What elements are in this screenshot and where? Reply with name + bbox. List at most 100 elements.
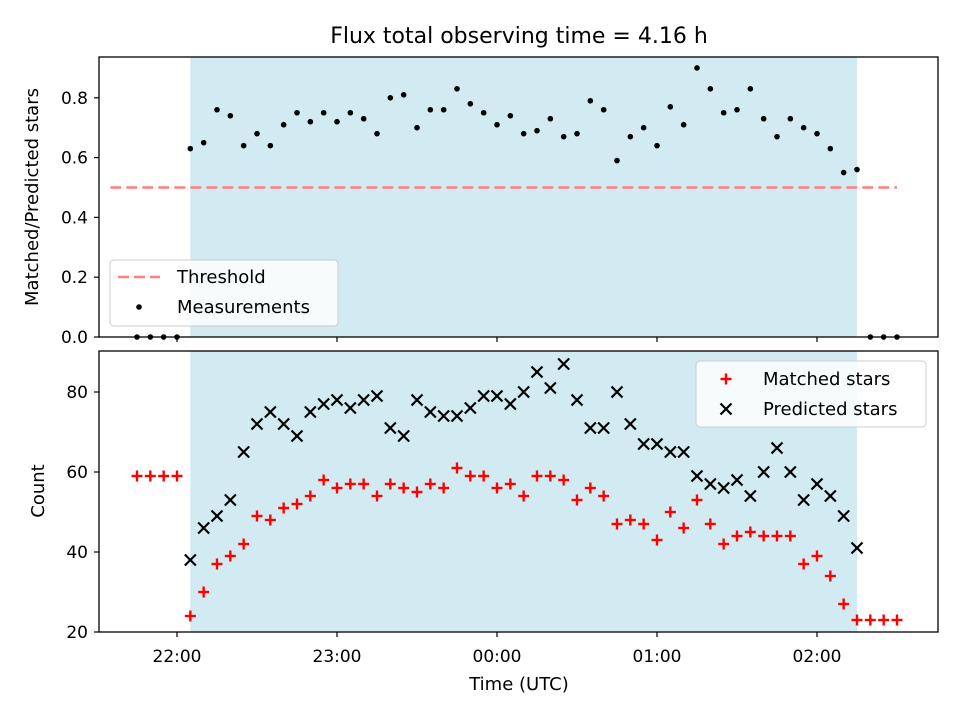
top-y-tick-label: 0.6 [61,149,88,169]
matched-star-point [464,470,476,482]
matched-star-point [611,518,623,530]
top-x-ticks [176,337,818,342]
measurement-point [507,112,514,119]
matched-star-point [478,470,490,482]
matched-star-point [811,550,823,562]
measurement-point [800,124,807,131]
legend-plus-marker [720,373,732,385]
bottom-plot-frame [98,350,939,633]
matched-star-point [224,550,236,562]
matched-star-point [438,482,450,494]
matched-star-point [131,470,143,482]
measurement-point [280,121,287,128]
top-measurement-points [134,65,900,340]
matched-star-point [411,486,423,498]
top-y-label: Matched/Predicted stars [22,88,43,306]
measurement-point [240,142,247,149]
measurement-point [294,109,300,116]
bottom-x-tick-label: 02:00 [793,647,842,667]
predicted-star-point [330,393,344,407]
predicted-star-point [797,493,810,507]
predicted-star-point [850,541,864,555]
matched-star-point [424,478,436,490]
matched-star-point [531,470,543,482]
top-panel: 0.00.20.40.60.8 Matched/Predicted stars … [22,56,939,348]
matched-star-point [638,518,650,530]
bottom-x-label: Time (UTC) [468,674,569,695]
measurement-point [694,65,700,71]
matched-star-point [838,598,850,610]
bottom-y-ticks: 20 40 60 80 [66,383,99,643]
measurement-point [200,139,207,146]
bottom-y-tick-label: 40 [66,543,88,563]
matched-star-point [891,614,903,626]
predicted-star-point [264,405,277,419]
measurement-point [254,130,260,137]
top-legend-measurements-label: Measurements [177,297,310,318]
matched-star-point [878,614,890,626]
predicted-star-point [317,397,330,411]
predicted-star-point [677,445,690,459]
matched-star-point [238,538,250,550]
measurement-point [480,109,487,116]
matched-star-point [451,462,463,474]
bottom-legend-predicted-label: Predicted stars [763,399,897,420]
matched-star-point [251,510,263,522]
bottom-y-label: Count [28,464,49,517]
predicted-star-point [184,553,197,567]
predicted-star-point [597,421,610,435]
matched-star-point [384,478,396,490]
predicted-star-point [477,389,490,403]
matched-star-point [678,522,690,534]
measurement-point [627,133,634,140]
measurement-point [334,118,340,125]
measurement-point [707,86,714,92]
measurement-point [574,130,580,137]
predicted-star-point [250,417,264,431]
predicted-star-point [517,385,530,399]
measurement-point [787,115,794,122]
measurement-point [414,124,420,131]
predicted-star-point [224,493,237,507]
matched-star-point [518,490,530,502]
top-y-tick-label: 0.4 [61,208,88,228]
top-legend-box [109,259,339,327]
measurement-point [720,109,727,116]
matched-star-point [704,518,716,530]
matched-star-point [584,482,596,494]
top-legend: Threshold Measurements [109,259,339,327]
matched-star-point [744,526,756,538]
predicted-star-point [610,385,624,399]
measurement-point [360,115,367,122]
measurement-point [827,145,834,152]
measurement-point [454,86,460,92]
matched-star-point [198,586,210,598]
measurement-point [840,169,847,176]
measurement-point [387,95,394,101]
predicted-star-point [370,389,384,403]
top-legend-threshold-label: Threshold [176,267,266,288]
predicted-star-point [704,477,717,491]
top-y-tick-label: 0.0 [61,328,88,348]
matched-star-point [344,478,356,490]
matched-star-point [398,482,410,494]
measurement-point [467,100,474,107]
bottom-y-tick-label: 20 [66,623,88,643]
measurement-point [347,109,354,116]
predicted-star-point [757,465,770,479]
measurement-point [734,106,740,113]
predicted-star-point [637,437,650,451]
measurement-point [267,142,274,149]
predicted-star-point [210,509,224,523]
predicted-star-point [424,405,437,419]
matched-star-point [171,470,183,482]
matched-star-point [798,558,810,570]
bottom-x-tick-label: 23:00 [313,647,362,667]
measurement-point [374,130,380,137]
measurement-point [427,106,434,113]
measurement-point [760,115,767,122]
matched-star-point [718,538,730,550]
bottom-x-tick-label: 22:00 [153,647,202,667]
measurement-point [320,109,327,116]
